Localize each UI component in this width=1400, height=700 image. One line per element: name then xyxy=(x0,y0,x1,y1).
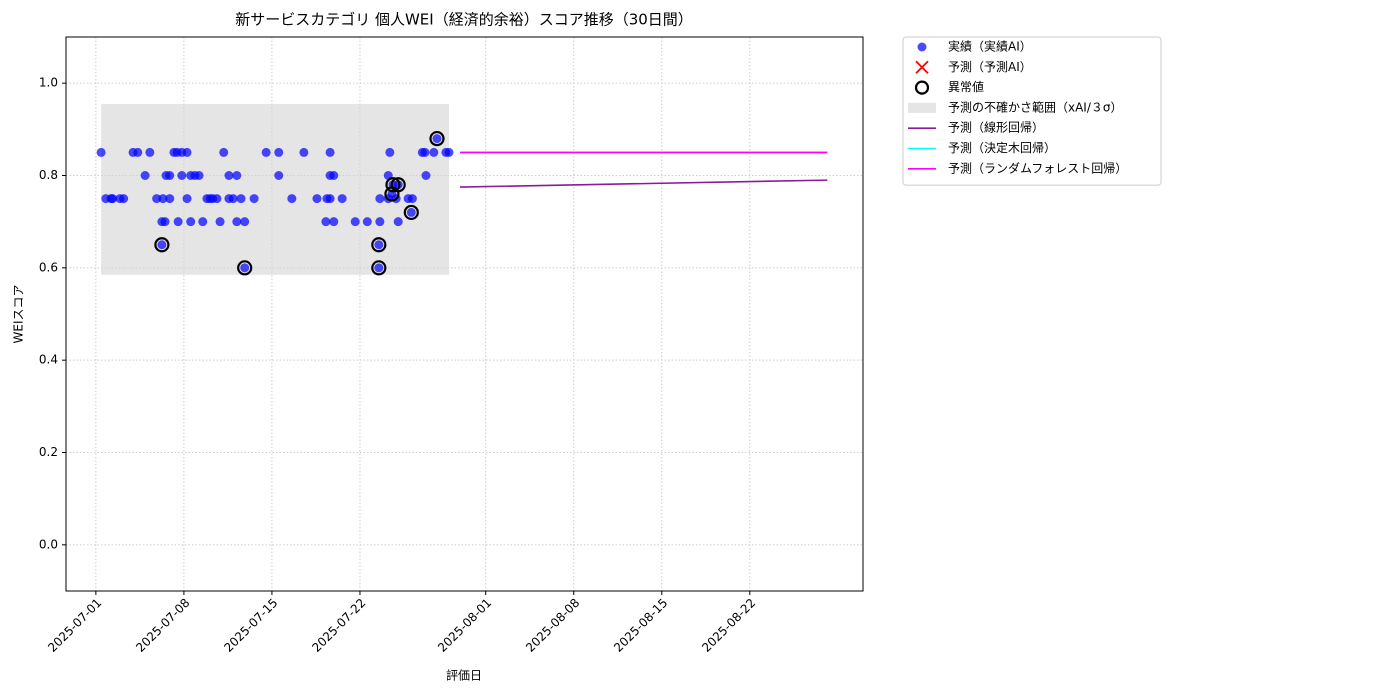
legend-label: 予測（線形回帰） xyxy=(948,120,1044,135)
y-tick-label: 0.8 xyxy=(39,168,58,182)
data-point xyxy=(186,217,196,227)
data-point xyxy=(393,217,403,227)
data-point xyxy=(165,171,175,180)
x-tick-label: 2025-07-01 xyxy=(45,596,104,655)
anomaly-marker xyxy=(237,260,253,276)
forecast-line xyxy=(460,179,828,188)
x-tick-label: 2025-08-08 xyxy=(523,596,582,655)
data-point xyxy=(337,194,347,204)
data-point xyxy=(374,263,384,273)
data-point xyxy=(329,171,339,180)
x-tick-label: 2025-07-15 xyxy=(221,596,280,655)
legend-swatch xyxy=(908,102,936,113)
data-point xyxy=(157,240,167,250)
chart-title: 新サービスカテゴリ 個人WEI（経済的余裕）スコア推移（30日間） xyxy=(235,11,693,29)
data-point xyxy=(350,217,360,227)
data-point xyxy=(212,194,222,204)
data-point xyxy=(321,217,331,227)
data-point xyxy=(299,147,309,157)
data-point xyxy=(177,171,187,180)
data-point xyxy=(312,194,322,204)
data-point xyxy=(393,180,403,190)
anomaly-marker xyxy=(371,237,387,253)
data-point xyxy=(236,194,246,204)
data-point xyxy=(224,171,234,180)
data-point xyxy=(228,194,238,204)
data-point xyxy=(375,217,385,227)
data-point xyxy=(194,171,204,180)
data-point xyxy=(96,147,106,157)
y-tick-label: 1.0 xyxy=(39,76,58,90)
data-point xyxy=(329,217,339,227)
data-point xyxy=(219,147,229,157)
anomaly-marker xyxy=(371,260,387,276)
data-point xyxy=(119,194,129,204)
data-point xyxy=(407,194,417,204)
data-point xyxy=(240,263,250,273)
data-point xyxy=(215,217,225,227)
x-axis-label: 評価日 xyxy=(446,668,482,683)
y-tick-label: 0.0 xyxy=(39,537,58,551)
legend-swatch xyxy=(915,60,929,74)
legend-swatch xyxy=(917,42,927,52)
data-point xyxy=(374,240,384,250)
anomaly-marker xyxy=(390,177,406,193)
anomaly-marker xyxy=(385,177,401,193)
data-point xyxy=(145,147,155,157)
legend-label: 実績（実績AI） xyxy=(948,39,1032,54)
data-point xyxy=(108,194,118,204)
data-point xyxy=(325,147,335,157)
x-tick-label: 2025-08-15 xyxy=(611,596,670,655)
data-point xyxy=(420,147,430,157)
legend-label: 予測（ランダムフォレスト回帰） xyxy=(948,160,1127,175)
data-point xyxy=(198,217,208,227)
y-tick-label: 0.4 xyxy=(39,353,58,367)
data-point xyxy=(232,217,242,227)
data-point xyxy=(173,217,183,227)
data-point xyxy=(429,147,439,157)
anomaly-marker xyxy=(429,130,445,147)
data-point xyxy=(152,194,162,204)
data-point xyxy=(133,147,143,157)
data-point xyxy=(375,194,385,204)
data-point xyxy=(274,171,284,180)
data-point xyxy=(444,147,454,157)
data-point xyxy=(249,194,259,204)
data-point xyxy=(287,194,297,204)
data-point xyxy=(406,207,416,217)
data-point xyxy=(160,217,170,227)
x-tick-label: 2025-07-08 xyxy=(133,596,192,655)
y-tick-label: 0.6 xyxy=(39,260,58,274)
anomaly-marker xyxy=(154,237,170,253)
y-tick-label: 0.2 xyxy=(39,445,58,459)
data-point xyxy=(158,194,168,204)
data-point xyxy=(432,134,442,144)
data-point xyxy=(182,147,192,157)
legend-swatch xyxy=(914,80,930,95)
legend-label: 異常値 xyxy=(948,79,984,94)
x-tick-label: 2025-08-22 xyxy=(699,596,758,655)
data-point xyxy=(165,194,175,204)
legend-label: 予測（決定木回帰） xyxy=(948,140,1056,155)
x-tick-label: 2025-07-22 xyxy=(309,596,368,655)
data-point xyxy=(232,171,242,180)
plot-frame xyxy=(65,36,864,592)
legend-label: 予測の不確かさ範囲（xAI/３σ） xyxy=(948,99,1123,114)
data-point xyxy=(274,147,284,157)
legend-frame xyxy=(902,36,1162,186)
data-point xyxy=(421,171,431,180)
y-axis-label: WEIスコア xyxy=(12,285,26,344)
data-point xyxy=(240,217,250,227)
data-point xyxy=(385,147,395,157)
data-point xyxy=(325,194,335,204)
data-point xyxy=(140,171,150,180)
data-point xyxy=(261,147,271,157)
anomaly-marker xyxy=(403,204,419,221)
data-point xyxy=(362,217,372,227)
x-tick-label: 2025-08-01 xyxy=(435,596,494,655)
legend-label: 予測（予測AI） xyxy=(948,60,1032,74)
data-point xyxy=(182,194,192,204)
